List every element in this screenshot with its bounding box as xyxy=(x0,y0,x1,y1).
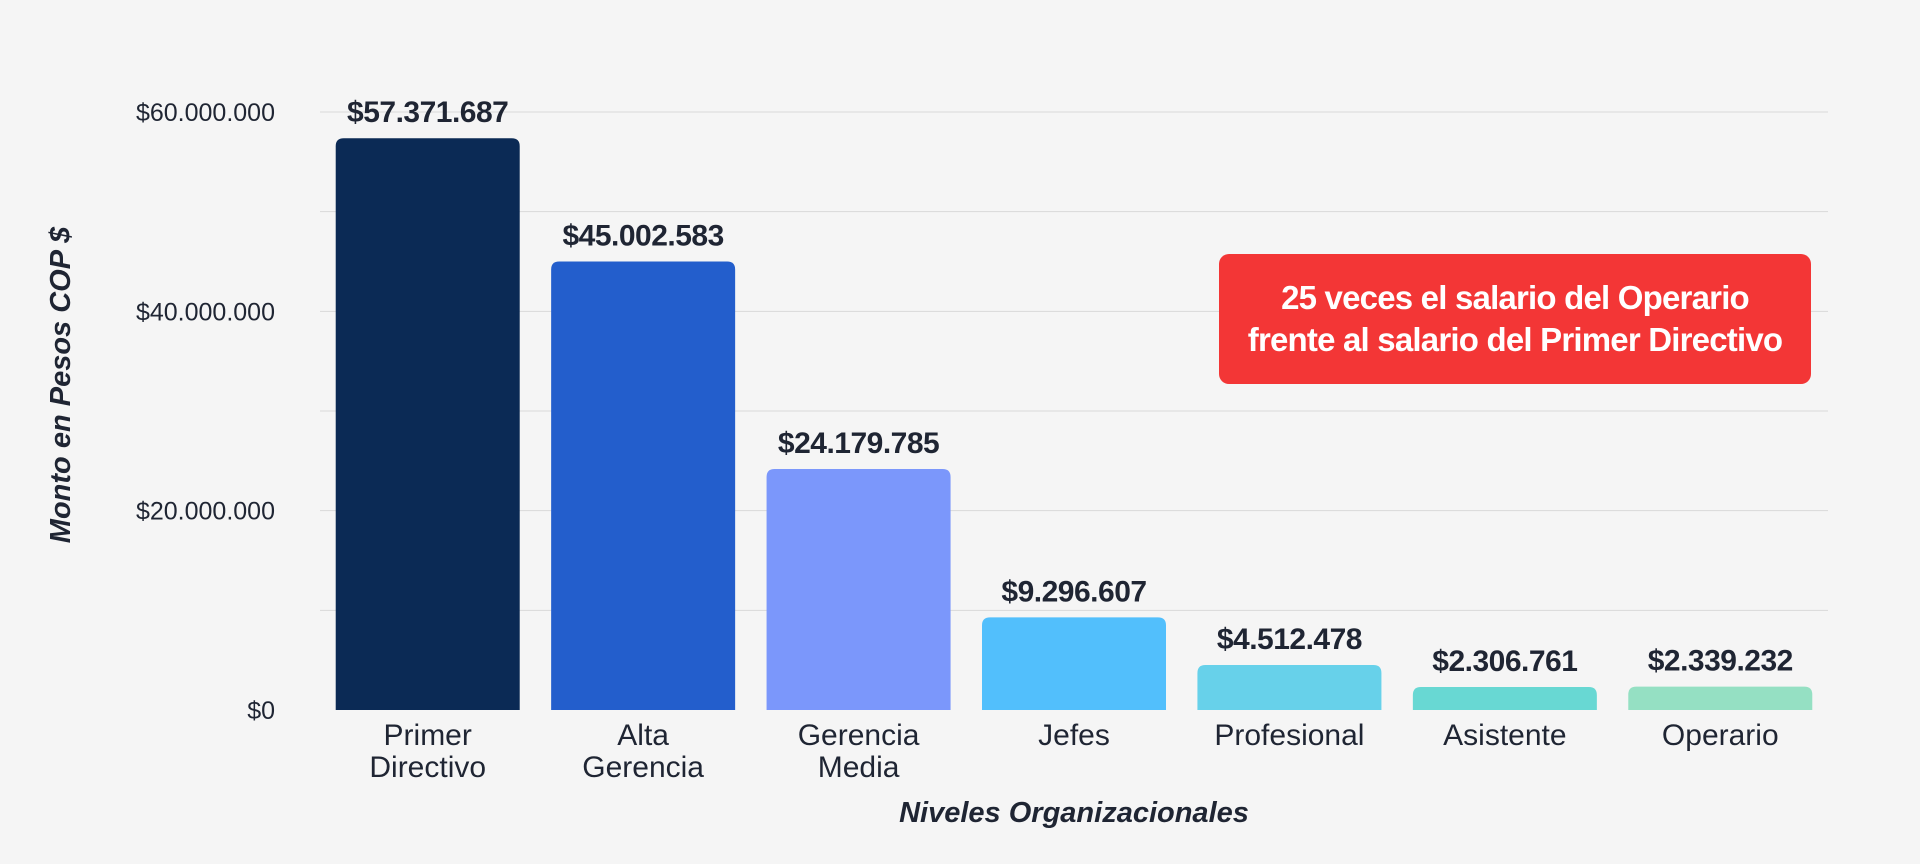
bar xyxy=(1197,665,1382,710)
bar-value-label: $9.296.607 xyxy=(1001,575,1146,608)
x-tick-label: Profesional xyxy=(1214,719,1364,752)
bar-value-label: $24.179.785 xyxy=(778,427,939,460)
bar xyxy=(766,469,951,710)
annotation-box: 25 veces el salario del Operario frente … xyxy=(1219,254,1811,384)
bar-value-label: $2.306.761 xyxy=(1432,645,1577,678)
x-tick-label: Operario xyxy=(1662,719,1779,752)
bar xyxy=(335,138,520,710)
y-tick-label: $20.000.000 xyxy=(136,498,275,526)
bar xyxy=(551,261,736,710)
y-tick-label: $40.000.000 xyxy=(136,298,275,326)
y-tick-label: $0 xyxy=(247,697,275,725)
x-axis-title: Niveles Organizacionales xyxy=(899,797,1249,829)
bar xyxy=(1412,687,1597,710)
bar-value-label: $45.002.583 xyxy=(562,219,723,252)
x-tick-label: Asistente xyxy=(1443,719,1566,752)
bar xyxy=(1628,686,1813,710)
x-tick-label: Alta xyxy=(617,719,669,752)
x-tick-label: Gerencia xyxy=(798,719,920,752)
y-tick-label: $60.000.000 xyxy=(136,99,275,127)
bar-value-label: $57.371.687 xyxy=(347,96,508,129)
y-axis-title: Monto en Pesos COP $ xyxy=(45,226,77,543)
bar-value-label: $2.339.232 xyxy=(1648,645,1793,678)
x-tick-label: Media xyxy=(818,751,900,784)
x-tick-label: Jefes xyxy=(1038,719,1110,752)
annotation-line-2: frente al salario del Primer Directivo xyxy=(1247,321,1783,358)
bar xyxy=(982,617,1166,710)
annotation-line-1: 25 veces el salario del Operario xyxy=(1281,279,1750,316)
x-tick-label: Directivo xyxy=(369,751,486,784)
x-tick-label: Primer xyxy=(384,719,472,752)
x-tick-label: Gerencia xyxy=(582,751,704,784)
bar-value-label: $4.512.478 xyxy=(1217,623,1362,656)
